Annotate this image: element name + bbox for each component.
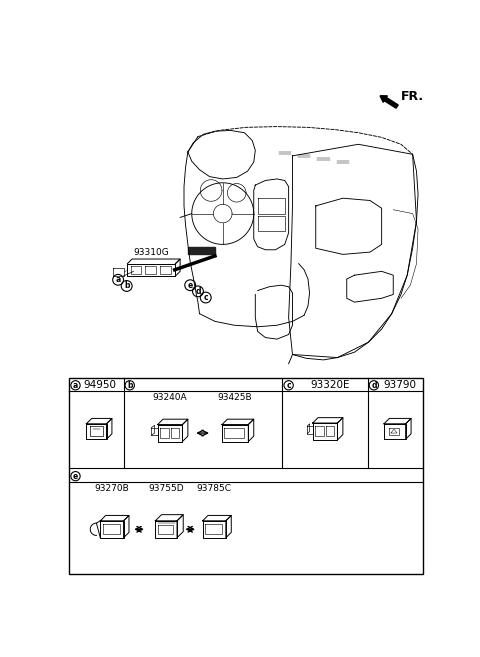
Text: b: b [127,381,132,390]
Text: 93320E: 93320E [311,380,350,390]
Text: 93240A: 93240A [153,393,187,402]
Text: c: c [204,293,208,302]
Text: d: d [195,287,201,296]
Text: 94950: 94950 [84,380,117,390]
Polygon shape [188,246,215,254]
Text: 93310G: 93310G [133,248,169,257]
Text: 93425B: 93425B [218,393,252,402]
Text: e: e [188,281,193,290]
Text: e: e [73,472,78,481]
Text: FR.: FR. [401,89,424,102]
Text: b: b [124,281,130,290]
Text: 93270B: 93270B [95,484,129,493]
FancyArrow shape [380,96,398,108]
Text: d: d [371,381,377,390]
Text: a: a [73,381,78,390]
Text: 93755D: 93755D [148,484,184,493]
Text: a: a [116,275,121,284]
Text: 93785C: 93785C [197,484,232,493]
Text: 93790: 93790 [384,380,417,390]
Text: c: c [286,381,291,390]
